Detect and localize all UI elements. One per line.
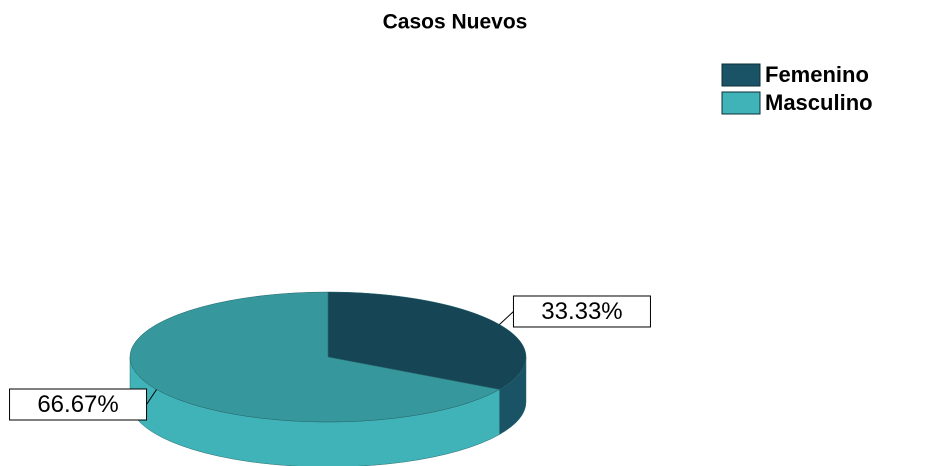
leader-line (499, 311, 514, 325)
data-label: 33.33% (541, 298, 622, 325)
leader-line (146, 389, 157, 405)
data-label: 66.67% (37, 391, 118, 418)
legend-label: Femenino (765, 62, 869, 87)
pie-slice (327, 291, 527, 390)
label-box (512, 295, 651, 328)
legend-swatch (721, 91, 761, 115)
chart-title: Casos Nuevos (383, 11, 528, 34)
legend-label: Masculino (765, 90, 873, 115)
legend-swatch (721, 63, 761, 87)
label-box (9, 388, 148, 421)
pie-slice (129, 291, 501, 423)
